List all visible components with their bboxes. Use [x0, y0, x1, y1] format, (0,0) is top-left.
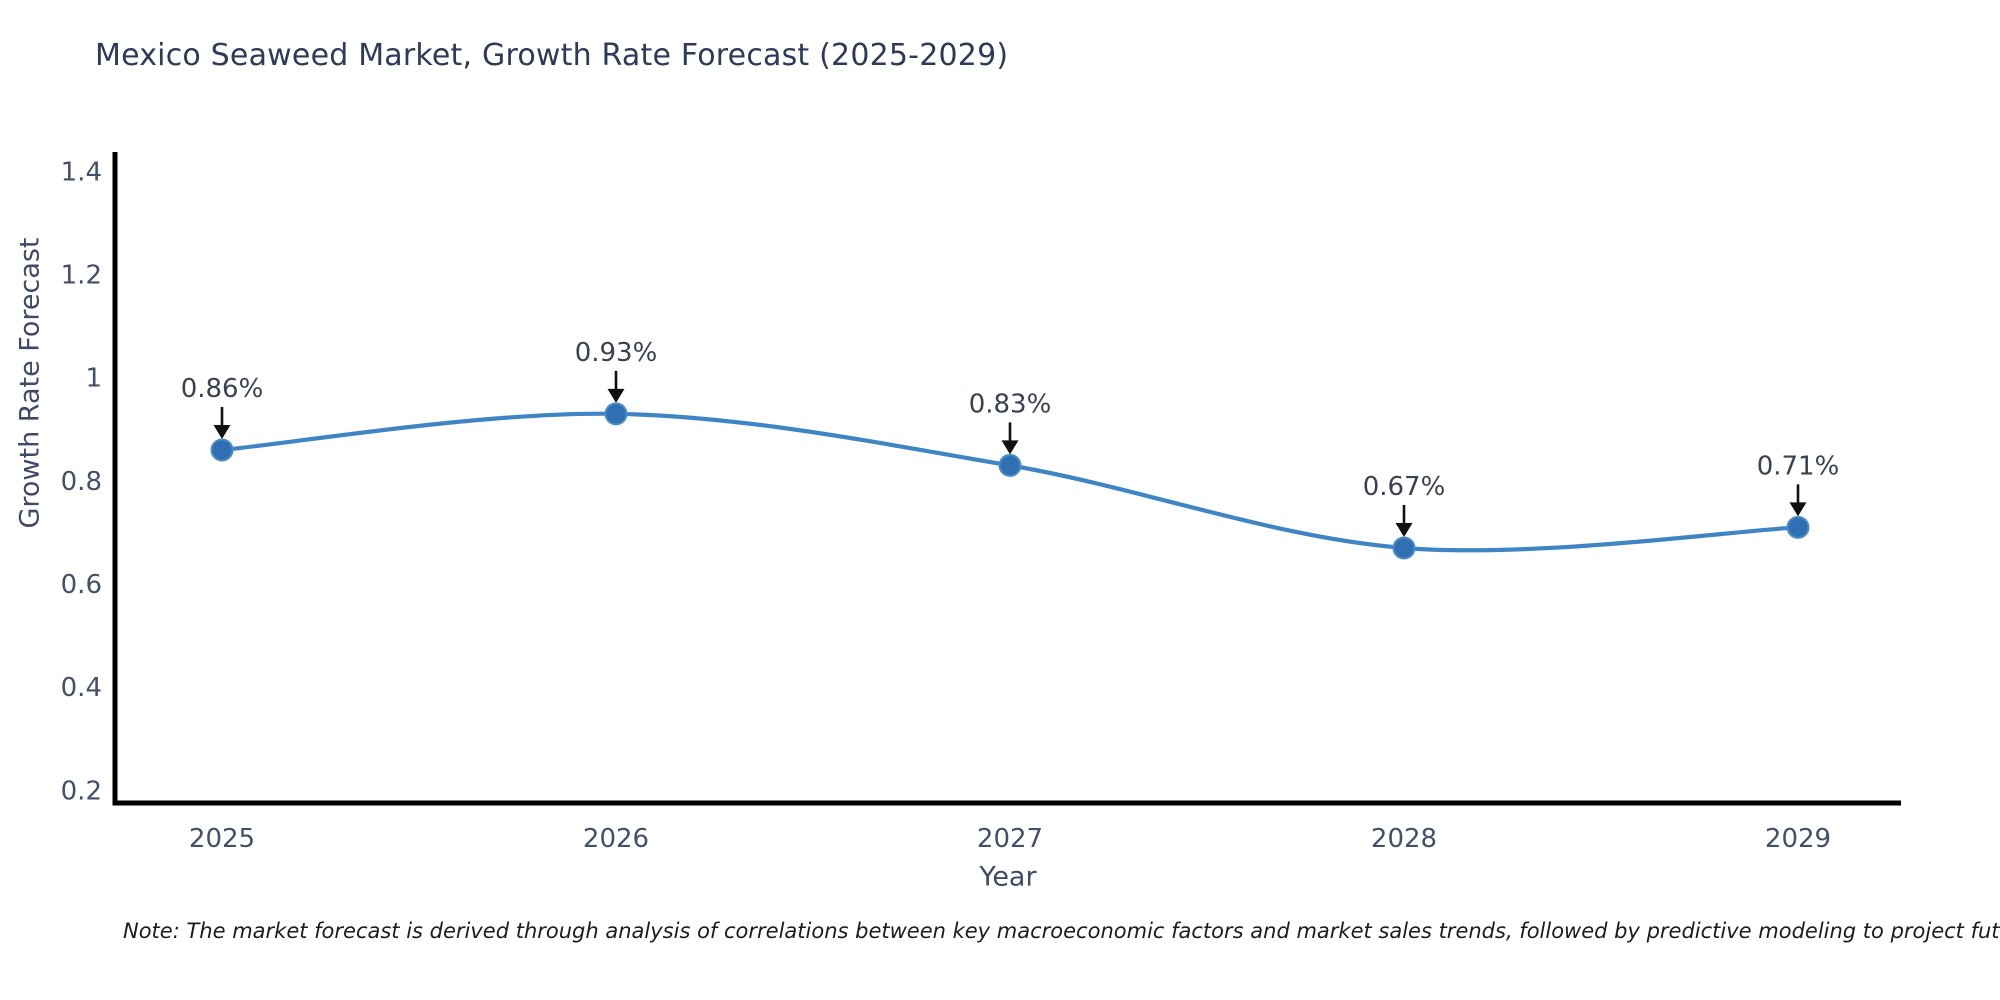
annotation-arrow-head [1001, 440, 1019, 455]
data-point-value-label: 0.86% [181, 374, 264, 404]
x-axis-title: Year [979, 861, 1037, 893]
data-point-value-label: 0.67% [1363, 472, 1446, 502]
data-point-marker [1392, 536, 1416, 560]
data-point-value-label: 0.71% [1757, 451, 1840, 481]
data-point-value-label: 0.83% [969, 389, 1052, 419]
y-tick-label: 1.4 [61, 157, 102, 187]
y-tick-label: 0.6 [61, 570, 102, 600]
y-tick-label: 1.2 [61, 261, 102, 291]
x-tick-label: 2027 [977, 824, 1043, 854]
annotation-arrow-head [1395, 522, 1413, 537]
annotation-arrow-head [1789, 502, 1807, 517]
data-point-value-label: 0.93% [575, 338, 658, 368]
annotation-arrow-head [607, 388, 625, 403]
chart-title: Mexico Seaweed Market, Growth Rate Forec… [95, 38, 1009, 73]
data-point-marker [210, 438, 234, 462]
x-tick-label: 2026 [583, 824, 649, 854]
footnote: Note: The market forecast is derived thr… [123, 919, 2000, 943]
x-tick-label: 2028 [1371, 824, 1437, 854]
y-tick-label: 0.2 [61, 776, 102, 806]
data-point-marker [604, 402, 628, 426]
data-point-marker [1786, 515, 1810, 539]
annotation-arrow-head [213, 424, 231, 439]
x-tick-label: 2029 [1765, 824, 1831, 854]
y-tick-label: 1 [85, 364, 102, 394]
y-tick-label: 0.4 [61, 673, 102, 703]
x-tick-label: 2025 [189, 824, 255, 854]
data-point-marker [998, 453, 1022, 477]
y-tick-label: 0.8 [61, 467, 102, 497]
